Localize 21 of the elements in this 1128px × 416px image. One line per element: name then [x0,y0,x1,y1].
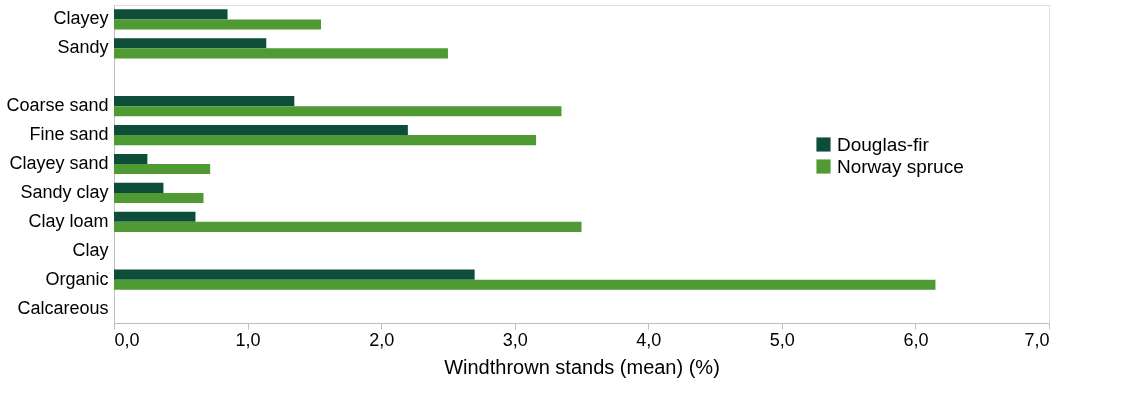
y-tick-label: Clayey sand [9,153,109,173]
x-axis-title: Windthrown stands (mean) (%) [444,355,720,378]
x-tick-label: 2,0 [369,329,395,350]
y-tick-label: Sandy clay [20,181,109,202]
y-tick-label: Clayey [53,8,109,29]
legend-label: Norway spruce [837,155,964,177]
legend-label: Douglas-fir [837,133,930,155]
x-tick-label: 6,0 [903,329,929,350]
y-tick-label: Coarse sand [6,95,109,116]
y-tick-label: Organic [45,268,109,289]
y-tick-label: Sandy [57,37,109,58]
x-tick-label: 5,0 [769,329,795,350]
y-tick-label: Clay loam [28,210,109,231]
x-tick-label: 4,0 [636,329,662,350]
y-tick-label: Calcareous [17,297,109,318]
y-tick-label: Fine sand [29,124,109,145]
x-tick-label: 0,0 [114,329,140,350]
x-tick-label: 7,0 [1024,329,1050,350]
x-tick-label: 3,0 [502,329,528,350]
x-tick-label: 1,0 [235,329,261,350]
y-tick-label: Clay [72,239,109,260]
